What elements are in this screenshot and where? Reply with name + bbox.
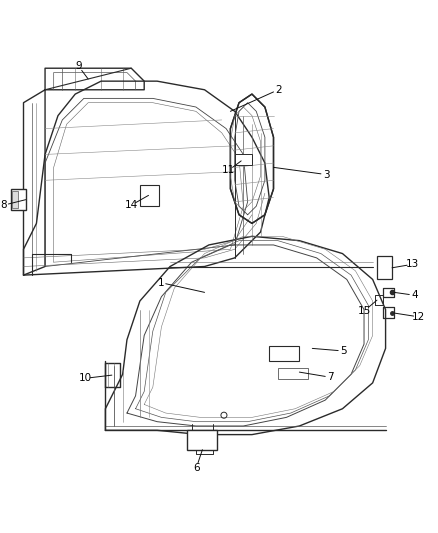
- Bar: [269, 346, 299, 361]
- Text: 13: 13: [406, 260, 419, 269]
- Text: 9: 9: [75, 61, 82, 71]
- Text: 1: 1: [157, 278, 164, 288]
- Polygon shape: [230, 94, 273, 223]
- Bar: [140, 184, 159, 206]
- Polygon shape: [24, 81, 269, 275]
- Bar: [11, 189, 26, 211]
- Polygon shape: [106, 236, 385, 434]
- Text: 6: 6: [193, 463, 200, 473]
- Bar: [377, 256, 392, 279]
- Text: 14: 14: [124, 200, 138, 210]
- Text: 11: 11: [222, 165, 235, 175]
- Text: 15: 15: [358, 306, 371, 316]
- Text: 8: 8: [0, 200, 7, 210]
- Text: 12: 12: [412, 312, 425, 322]
- Text: 7: 7: [327, 372, 334, 382]
- Text: 4: 4: [411, 290, 418, 300]
- Text: 5: 5: [340, 346, 346, 356]
- Bar: [278, 368, 308, 378]
- Bar: [235, 155, 252, 165]
- Text: 2: 2: [275, 85, 282, 95]
- Bar: [12, 191, 18, 208]
- Bar: [187, 430, 218, 450]
- Text: 10: 10: [78, 373, 92, 383]
- Text: 3: 3: [323, 169, 329, 180]
